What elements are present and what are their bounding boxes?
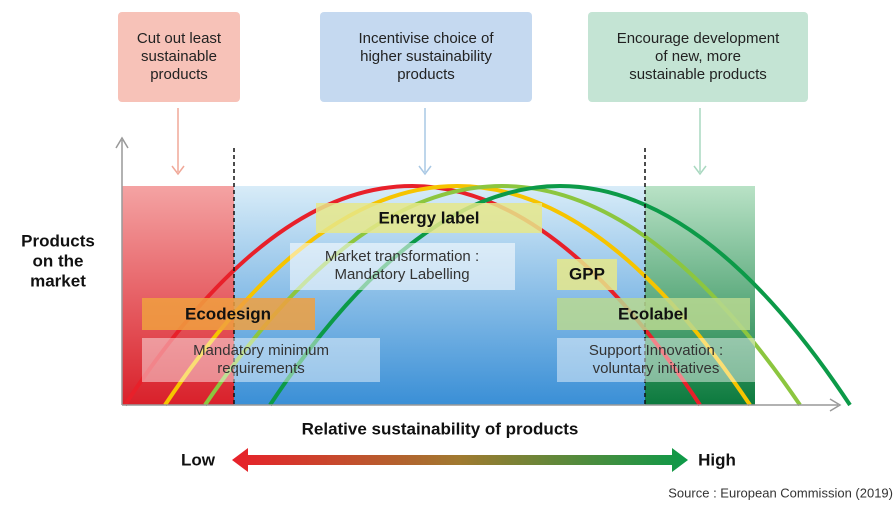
label-box <box>290 243 515 290</box>
arrow-head <box>693 165 707 176</box>
high-label: High <box>698 450 736 469</box>
axis-arrow <box>829 398 842 412</box>
top-box <box>118 12 240 102</box>
top-box-text: Encourage development <box>617 30 780 47</box>
y-axis-label: market <box>30 271 86 290</box>
top-box-text: of new, more <box>655 48 741 65</box>
region-low <box>122 186 234 405</box>
curve <box>163 184 752 407</box>
source: Source : European Commission (2019) <box>668 485 893 500</box>
top-box-text: sustainable products <box>629 66 767 83</box>
curve <box>268 184 852 407</box>
label-box <box>142 338 380 382</box>
top-box-text: products <box>150 66 208 83</box>
label-text: voluntary initiatives <box>593 360 720 377</box>
label-text: Mandatory Labelling <box>334 266 469 283</box>
top-box <box>588 12 808 102</box>
label-text: requirements <box>217 360 305 377</box>
top-box-text: products <box>397 66 455 83</box>
label-box <box>557 338 755 382</box>
gpp-label: GPP <box>569 264 605 283</box>
arrow-head <box>171 165 185 176</box>
label-box <box>142 298 315 330</box>
label-text: Support Innovation : <box>589 342 723 359</box>
top-box-text: higher sustainability <box>360 48 492 65</box>
energy-label: Energy label <box>378 208 479 227</box>
label-text: Market transformation : <box>325 248 479 265</box>
axis-arrow <box>115 136 129 149</box>
y-axis-label: Products <box>21 231 95 250</box>
low-label: Low <box>181 450 216 469</box>
label-box <box>316 203 542 233</box>
x-axis-label: Relative sustainability of products <box>302 419 579 438</box>
y-axis-label: on the <box>33 251 84 270</box>
ecolabel-label: Ecolabel <box>618 304 688 323</box>
arrow-head <box>418 165 432 176</box>
label-box <box>557 259 617 290</box>
curve <box>123 184 702 407</box>
top-box-text: Incentivise choice of <box>358 30 494 47</box>
label-text: Mandatory minimum <box>193 342 329 359</box>
label-box <box>557 298 750 330</box>
ecodesign-label: Ecodesign <box>185 304 271 323</box>
curve <box>203 184 802 407</box>
top-box-text: Cut out least <box>137 30 222 47</box>
top-box-text: sustainable <box>141 48 217 65</box>
scale-arrow <box>232 448 688 472</box>
top-box <box>320 12 532 102</box>
